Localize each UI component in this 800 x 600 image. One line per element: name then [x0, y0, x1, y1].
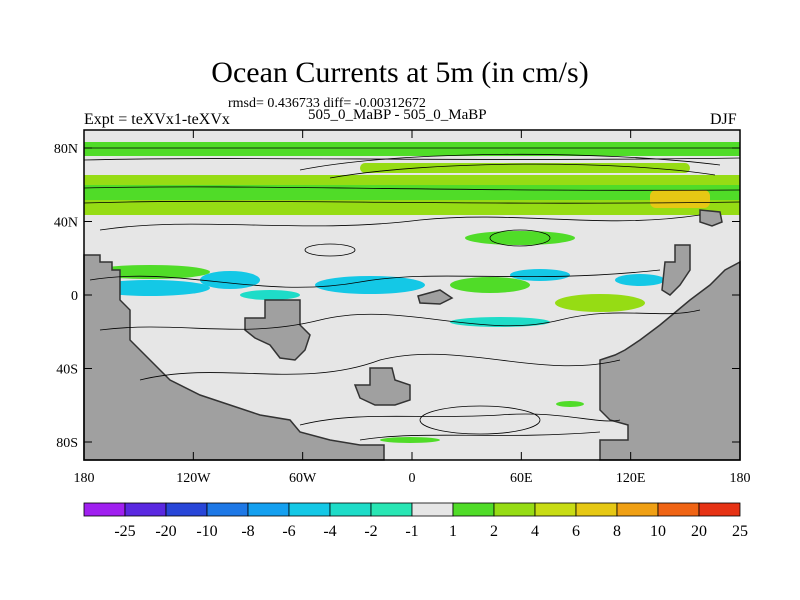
colorbar-swatch: [124, 502, 167, 517]
map-title: Ocean Currents at 5m (in cm/s): [211, 56, 589, 89]
streamline: [89, 269, 661, 288]
colorbar: [83, 502, 741, 517]
lon-tick-label: 180: [74, 471, 95, 486]
anomaly-patch-eq3: [465, 231, 575, 245]
neg-patch-7: [240, 290, 300, 300]
lon-tick-label: 120E: [616, 471, 646, 486]
lat-tick-label: 40N: [54, 216, 78, 231]
streamline: [83, 200, 741, 204]
colorbar-labels: -25 -20 -10 -8 -6 -4 -2 -1 1 2 4 6 8 10 20 25: [114, 523, 748, 540]
colorbar-swatch: [575, 502, 618, 517]
anomaly-patch-eq1: [450, 277, 530, 293]
colorbar-label: -4: [323, 523, 336, 540]
anomaly-band-high-lat: [84, 142, 740, 156]
lat-tick-marks: [84, 147, 740, 443]
lon-tick-label: 0: [409, 471, 416, 486]
lon-tick-label: 60W: [289, 471, 317, 486]
anomaly-patch-warm: [650, 190, 710, 208]
anomaly-patch-south: [380, 437, 440, 443]
colorbar-swatch: [657, 502, 700, 517]
colorbar-label: 8: [613, 523, 621, 540]
streamline: [99, 214, 701, 231]
colorbar-label: 25: [732, 523, 748, 540]
colorbar-swatch: [534, 502, 577, 517]
lon-tick-label: 60E: [510, 471, 533, 486]
neg-patch-2: [200, 271, 260, 289]
lat-tick-label: 80S: [56, 436, 78, 451]
neg-patch-5: [450, 317, 550, 327]
land-northeast-island: [699, 209, 723, 227]
neg-patch-3: [315, 276, 425, 294]
neg-patch-6: [615, 274, 665, 286]
colorbar-label: -20: [155, 523, 176, 540]
colorbar-swatch: [247, 502, 290, 517]
colorbar-swatch: [288, 502, 331, 517]
land-south-america-antarctica: [83, 254, 385, 461]
positive-anomaly-regions: [84, 142, 740, 443]
lon-tick-labels: 180 120W 60W 0 60E 120E 180: [74, 471, 751, 486]
colorbar-label: -2: [364, 523, 377, 540]
colorbar-label: 6: [572, 523, 580, 540]
streamline-gyre: [419, 405, 541, 435]
colorbar-swatch: [83, 502, 126, 517]
land-central-continent: [244, 299, 311, 361]
neg-patch-4: [510, 269, 570, 281]
land-eastern-island: [661, 244, 691, 296]
colorbar-swatch: [206, 502, 249, 517]
colorbar-label: 4: [531, 523, 539, 540]
season-label: DJF: [710, 111, 737, 128]
anomaly-patch-south2: [556, 401, 584, 407]
lat-tick-labels: 80N 40N 0 40S 80S: [54, 142, 78, 451]
colorbar-label: 1: [449, 523, 457, 540]
streamline-gyre: [489, 229, 551, 247]
lon-tick-label: 120W: [176, 471, 211, 486]
colorbar-swatch: [698, 502, 741, 517]
colorbar-label: -8: [241, 523, 254, 540]
streamline: [359, 431, 601, 441]
streamline: [83, 157, 741, 161]
colorbar-label: 2: [490, 523, 498, 540]
colorbar-swatch: [370, 502, 413, 517]
anomaly-band-mid-lat-core: [84, 185, 740, 200]
land-equatorial-island: [417, 289, 454, 305]
anomaly-patch-eq2: [555, 294, 645, 312]
colorbar-swatch: [411, 502, 454, 517]
colorbar-label: 20: [691, 523, 707, 540]
comparison-label: 505_0_MaBP - 505_0_MaBP: [308, 107, 487, 123]
streamline: [329, 163, 716, 179]
streamline: [299, 153, 721, 171]
colorbar-swatch: [493, 502, 536, 517]
colorbar-swatch: [329, 502, 372, 517]
current-streamlines: [83, 147, 741, 441]
lon-tick-label: 180: [730, 471, 751, 486]
experiment-label: Expt = teXVx1-teXVx: [84, 111, 230, 128]
lat-tick-label: 80N: [54, 142, 78, 157]
colorbar-label: -25: [114, 523, 135, 540]
land-southern-island: [353, 367, 411, 406]
streamline-gyre: [304, 243, 356, 257]
streamline: [299, 413, 621, 426]
colorbar-label: -10: [196, 523, 217, 540]
stats-line: rmsd= 0.436733 diff= -0.00312672: [228, 96, 426, 111]
colorbar-label: -1: [405, 523, 418, 540]
colorbar-swatch: [452, 502, 495, 517]
colorbar-swatch: [616, 502, 659, 517]
streamline: [139, 353, 621, 381]
streamline: [83, 186, 741, 191]
lon-tick-marks: [83, 130, 741, 460]
colorbar-label: -6: [282, 523, 295, 540]
colorbar-swatch: [165, 502, 208, 517]
lat-tick-label: 40S: [56, 363, 78, 378]
land-masses: [83, 209, 741, 461]
lat-tick-label: 0: [71, 289, 78, 304]
colorbar-label: 10: [650, 523, 666, 540]
streamline: [99, 309, 701, 331]
